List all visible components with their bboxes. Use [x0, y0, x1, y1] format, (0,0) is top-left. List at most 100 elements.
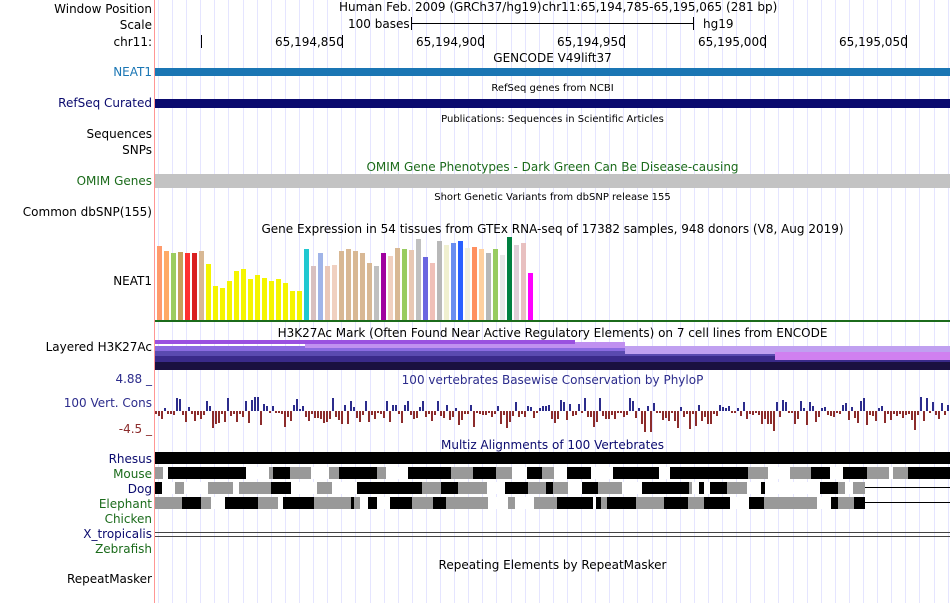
- scale-text: 100 bases: [348, 17, 410, 31]
- phylop-bar: [695, 411, 697, 426]
- gtex-tissue-bar[interactable]: [241, 269, 246, 321]
- gtex-tissue-bar[interactable]: [325, 266, 330, 321]
- phylop-bar: [185, 411, 187, 422]
- gtex-tissue-bar[interactable]: [213, 286, 218, 321]
- multiz-species-label[interactable]: Chicken: [104, 512, 152, 526]
- phylop-bar: [431, 411, 433, 421]
- phylop-bar: [506, 411, 508, 428]
- multiz-species-label[interactable]: Mouse: [113, 467, 152, 481]
- gtex-tissue-bar[interactable]: [486, 253, 491, 321]
- multiz-alignment[interactable]: [155, 452, 950, 542]
- multiz-alignment-block: [670, 467, 685, 479]
- multiz-alignment-block: [222, 467, 246, 479]
- phylop-bar: [866, 411, 868, 425]
- phylop-signal[interactable]: [155, 386, 950, 434]
- phylop-bar: [503, 411, 505, 415]
- gtex-tissue-bar[interactable]: [227, 281, 232, 321]
- gtex-tissue-bar[interactable]: [451, 243, 456, 321]
- gtex-tissue-bar[interactable]: [248, 279, 253, 321]
- multiz-species-label[interactable]: Dog: [127, 482, 152, 496]
- ruler-position: 65,194,900: [416, 35, 485, 49]
- gtex-tissue-bar[interactable]: [465, 248, 470, 321]
- gtex-track-label[interactable]: NEAT1: [113, 274, 152, 288]
- gtex-tissue-bar[interactable]: [402, 249, 407, 321]
- gtex-tissue-bar[interactable]: [500, 255, 505, 321]
- gtex-tissue-bar[interactable]: [262, 278, 267, 321]
- gtex-tissue-bar[interactable]: [395, 248, 400, 321]
- gtex-tissue-bar[interactable]: [416, 239, 421, 321]
- phylop-bar: [578, 404, 580, 411]
- phylop-bar: [449, 411, 451, 420]
- gtex-tissue-bar[interactable]: [206, 264, 211, 321]
- gtex-tissue-bar[interactable]: [234, 271, 239, 321]
- gtex-tissue-bar[interactable]: [528, 273, 533, 321]
- phylop-bar: [902, 411, 904, 418]
- phylop-bar: [713, 411, 715, 414]
- gtex-tissue-bar[interactable]: [360, 253, 365, 321]
- gtex-tissue-bar[interactable]: [423, 257, 428, 321]
- gtex-tissue-bar[interactable]: [472, 247, 477, 321]
- multiz-alignment-block: [306, 482, 317, 494]
- multiz-species-label[interactable]: Rhesus: [108, 452, 152, 466]
- repeatmasker-track-label[interactable]: RepeatMasker: [66, 572, 152, 586]
- phylop-track-label[interactable]: 100 Vert. Cons: [63, 396, 152, 410]
- gtex-tissue-bar[interactable]: [409, 250, 414, 321]
- gtex-tissue-bar[interactable]: [304, 249, 309, 321]
- multiz-species-label[interactable]: X_tropicalis: [83, 527, 152, 541]
- gtex-tissue-bar[interactable]: [157, 246, 162, 321]
- gtex-tissue-bar[interactable]: [164, 251, 169, 321]
- gtex-tissue-bar[interactable]: [290, 291, 295, 321]
- h3k27ac-track-label[interactable]: Layered H3K27Ac: [45, 340, 152, 354]
- gtex-tissue-bar[interactable]: [269, 281, 274, 321]
- gtex-tissue-bar[interactable]: [507, 237, 512, 321]
- gtex-tissue-bar[interactable]: [255, 275, 260, 321]
- gtex-tissue-bar[interactable]: [444, 245, 449, 321]
- pubs-track-label-line1[interactable]: Sequences: [86, 127, 152, 141]
- grid-line: [609, 0, 610, 603]
- h3k27ac-signal[interactable]: [155, 340, 950, 370]
- multiz-species-label[interactable]: Elephant: [98, 497, 152, 511]
- gtex-tissue-bar[interactable]: [283, 283, 288, 321]
- refseq-track-label[interactable]: RefSeq Curated: [58, 96, 152, 110]
- gtex-tissue-bar[interactable]: [437, 241, 442, 321]
- gtex-tissue-bar[interactable]: [381, 253, 386, 321]
- gtex-tissue-bar[interactable]: [458, 241, 463, 321]
- gtex-tissue-bar[interactable]: [178, 252, 183, 321]
- gtex-tissue-bar[interactable]: [374, 266, 379, 321]
- gtex-tissue-bar[interactable]: [171, 253, 176, 321]
- gtex-tissue-bar[interactable]: [185, 253, 190, 321]
- multiz-alignment-block: [662, 482, 674, 494]
- pubs-track-label-line2[interactable]: SNPs: [122, 143, 152, 157]
- gtex-tissue-bar[interactable]: [199, 251, 204, 321]
- gtex-tissue-bar[interactable]: [339, 251, 344, 321]
- gtex-tissue-bar[interactable]: [479, 249, 484, 321]
- gtex-tissue-bar[interactable]: [514, 245, 519, 321]
- gencode-gene-bar[interactable]: [155, 68, 950, 76]
- gtex-tissue-bar[interactable]: [297, 291, 302, 321]
- gtex-tissue-bar[interactable]: [276, 279, 281, 321]
- omim-track-label[interactable]: OMIM Genes: [76, 174, 152, 188]
- gtex-tissue-bar[interactable]: [311, 266, 316, 321]
- gtex-tissue-bar[interactable]: [367, 263, 372, 321]
- gtex-tissue-bar[interactable]: [192, 253, 197, 321]
- gtex-tissue-bar[interactable]: [493, 249, 498, 321]
- dbsnp-track-label[interactable]: Common dbSNP(155): [22, 205, 152, 219]
- phylop-bar: [266, 406, 268, 411]
- gtex-tissue-bar[interactable]: [430, 263, 435, 321]
- gtex-tissue-bar[interactable]: [346, 249, 351, 321]
- gtex-tissue-bar[interactable]: [353, 251, 358, 321]
- gtex-tissue-bar[interactable]: [521, 243, 526, 321]
- phylop-bar: [197, 411, 199, 415]
- gtex-tissue-bar[interactable]: [388, 256, 393, 321]
- phylop-bar: [656, 411, 658, 413]
- multiz-alignment-block: [908, 467, 924, 479]
- gtex-tissue-bar[interactable]: [318, 253, 323, 321]
- omim-gene-bar[interactable]: [155, 174, 950, 188]
- gencode-track-label[interactable]: NEAT1: [113, 65, 152, 79]
- refseq-gene-bar[interactable]: [155, 99, 950, 108]
- gtex-tissue-bar[interactable]: [220, 288, 225, 321]
- multiz-species-label[interactable]: Zebrafish: [95, 542, 152, 556]
- gtex-expression-chart[interactable]: [155, 237, 950, 321]
- gtex-tissue-bar[interactable]: [332, 265, 337, 321]
